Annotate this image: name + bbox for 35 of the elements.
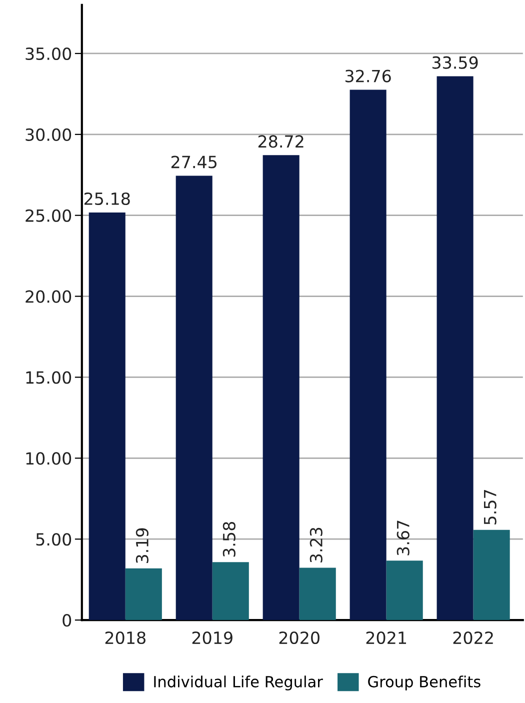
bar xyxy=(88,212,126,620)
legend-label: Individual Life Regular xyxy=(154,676,323,690)
data-label: 33.59 xyxy=(432,56,478,69)
x-tick-label: 2021 xyxy=(366,631,406,644)
data-label: 25.18 xyxy=(84,192,130,206)
bar xyxy=(262,155,300,620)
y-tick-label: 10.00 xyxy=(26,452,72,465)
data-label: 28.72 xyxy=(258,135,304,148)
bar xyxy=(212,562,249,620)
data-label: 27.45 xyxy=(171,156,217,168)
data-label: 3.19 xyxy=(136,528,148,563)
y-tick-label: 0 xyxy=(62,614,72,627)
x-tick-label: 2019 xyxy=(192,631,232,644)
bar xyxy=(350,90,386,620)
legend-label: Group Benefits xyxy=(368,676,480,690)
y-tick-label: 5.00 xyxy=(36,533,72,546)
x-tick-label: 2022 xyxy=(453,631,493,644)
bar xyxy=(299,568,336,620)
data-label: 3.58 xyxy=(222,522,236,557)
data-label: 5.57 xyxy=(484,490,496,524)
data-label: 3.67 xyxy=(396,520,410,556)
y-tick-label: 35.00 xyxy=(26,47,72,60)
bar xyxy=(473,530,510,620)
y-tick-label: 25.00 xyxy=(26,209,72,222)
x-tick-label: 2020 xyxy=(279,631,320,644)
bar xyxy=(386,560,423,620)
y-tick-label: 20.00 xyxy=(26,290,72,303)
y-tick-label: 30.00 xyxy=(26,128,72,141)
y-tick-label: 15.00 xyxy=(26,371,72,384)
bar xyxy=(436,76,474,620)
x-tick-label: 2018 xyxy=(105,631,146,644)
data-label: 3.23 xyxy=(310,528,322,562)
bar xyxy=(125,568,162,620)
data-label: 32.76 xyxy=(345,70,391,82)
bar xyxy=(176,176,212,620)
